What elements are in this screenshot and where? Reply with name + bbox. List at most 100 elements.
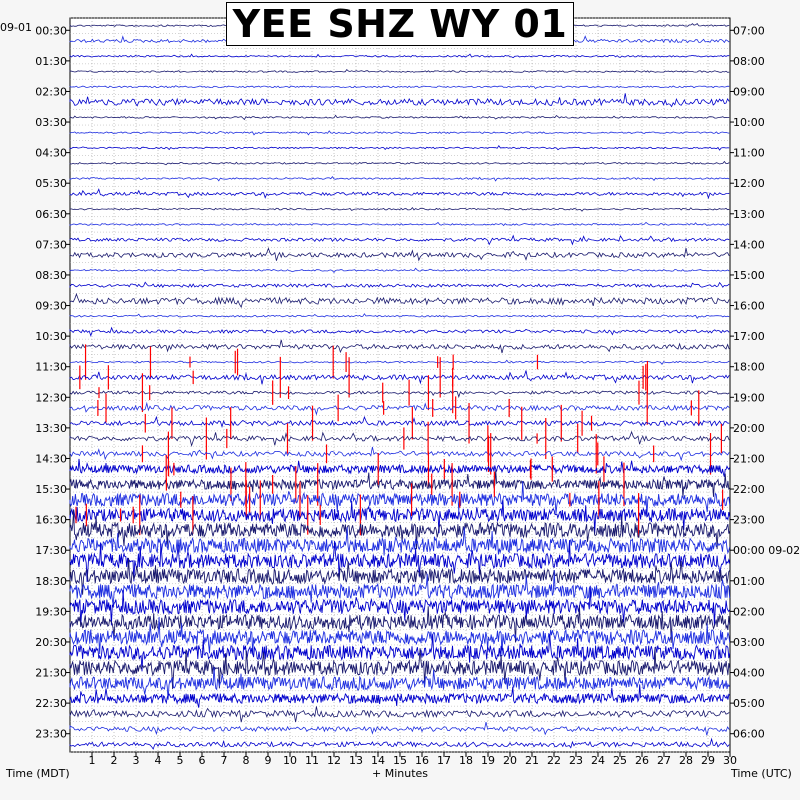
right-time-label: 20:00 bbox=[733, 422, 765, 435]
trace-line bbox=[69, 605, 731, 643]
trace-line bbox=[69, 634, 731, 672]
trace-line bbox=[69, 415, 730, 428]
grid bbox=[70, 17, 730, 753]
left-time-axis: 00:30 01:30 02:30 03:30 04:30 05:30 06:30 07:30… bbox=[35, 24, 70, 741]
left-time-label: 21:30 bbox=[35, 667, 67, 680]
trace-line bbox=[69, 458, 731, 477]
x-axis: 1 2 3 4 5 6 7 8 9 10 11 12 13 14 15 16 17 18 19 20 21 22 23 24 2… bbox=[89, 752, 737, 767]
trace-line bbox=[69, 339, 730, 354]
right-time-label: 14:00 bbox=[733, 238, 765, 251]
right-time-label: 22:00 bbox=[733, 483, 765, 496]
trace-line bbox=[69, 53, 730, 59]
left-time-label: 18:30 bbox=[35, 575, 67, 588]
trace-line bbox=[69, 160, 730, 166]
trace-line bbox=[69, 85, 730, 90]
x-tick-label: 10 bbox=[283, 754, 297, 767]
trace-line bbox=[69, 188, 730, 200]
left-time-label: 16:30 bbox=[35, 514, 67, 527]
trace-line bbox=[69, 570, 731, 606]
x-tick-label: 5 bbox=[177, 754, 184, 767]
trace-line bbox=[69, 585, 731, 626]
trace-line bbox=[69, 401, 730, 416]
x-tick-label: 23 bbox=[569, 754, 583, 767]
trace-line bbox=[69, 527, 731, 556]
x-tick-label: 14 bbox=[371, 754, 385, 767]
trace-line bbox=[69, 540, 731, 583]
trace-line bbox=[69, 500, 731, 534]
trace-line bbox=[69, 313, 730, 319]
left-time-label: 05:30 bbox=[35, 177, 67, 190]
x-tick-label: 2 bbox=[111, 754, 118, 767]
right-time-label: 05:00 bbox=[733, 697, 765, 710]
seismic-traces bbox=[69, 23, 731, 750]
left-time-label: 09:30 bbox=[35, 300, 67, 313]
x-tick-label: 11 bbox=[305, 754, 319, 767]
trace-line bbox=[69, 722, 730, 736]
trace-line bbox=[69, 176, 730, 182]
right-time-label: 02:00 bbox=[733, 605, 765, 618]
x-tick-label: 12 bbox=[327, 754, 341, 767]
left-time-label: 12:30 bbox=[35, 391, 67, 404]
right-time-label: 08:00 bbox=[733, 55, 765, 68]
x-tick-label: 19 bbox=[481, 754, 495, 767]
left-time-label: 13:30 bbox=[35, 422, 67, 435]
trace-line bbox=[69, 430, 730, 448]
x-tick-label: 17 bbox=[437, 754, 451, 767]
right-time-label: 11:00 bbox=[733, 147, 765, 160]
left-time-label: 20:30 bbox=[35, 636, 67, 649]
trace-line bbox=[69, 114, 730, 121]
trace-line bbox=[69, 130, 730, 136]
left-time-label: 08:30 bbox=[35, 269, 67, 282]
left-time-label: 15:30 bbox=[35, 483, 67, 496]
x-tick-label: 9 bbox=[265, 754, 272, 767]
left-time-label: 00:30 bbox=[35, 24, 67, 37]
right-time-label: 07:00 bbox=[733, 24, 765, 37]
right-time-label: 16:00 bbox=[733, 300, 765, 313]
x-axis-label: + Minutes bbox=[372, 767, 429, 780]
x-tick-label: 21 bbox=[525, 754, 539, 767]
trace-line bbox=[69, 706, 730, 723]
trace-line bbox=[69, 684, 731, 708]
right-time-label: 13:00 bbox=[733, 208, 765, 221]
right-time-label: 17:00 bbox=[733, 330, 765, 343]
left-axis-label: Time (MDT) bbox=[6, 767, 70, 780]
right-time-label: 23:00 bbox=[733, 514, 765, 527]
trace-line bbox=[69, 326, 730, 337]
right-time-label: 00:00 09-02 bbox=[733, 544, 800, 557]
x-tick-label: 26 bbox=[635, 754, 649, 767]
x-tick-label: 7 bbox=[221, 754, 228, 767]
trace-line bbox=[69, 144, 730, 151]
left-time-label: 22:30 bbox=[35, 697, 67, 710]
left-time-label: 23:30 bbox=[35, 728, 67, 741]
x-tick-label: 4 bbox=[155, 754, 162, 767]
left-time-label: 10:30 bbox=[35, 330, 67, 343]
x-tick-label: 8 bbox=[243, 754, 250, 767]
x-tick-label: 22 bbox=[547, 754, 561, 767]
left-time-label: 07:30 bbox=[35, 238, 67, 251]
x-tick-label: 29 bbox=[701, 754, 715, 767]
x-tick-label: 20 bbox=[503, 754, 517, 767]
trace-line bbox=[69, 234, 730, 246]
trace-line bbox=[69, 293, 730, 309]
trace-line bbox=[69, 221, 730, 227]
left-time-label: 19:30 bbox=[35, 605, 67, 618]
x-tick-label: 18 bbox=[459, 754, 473, 767]
trace-line bbox=[69, 281, 730, 288]
left-time-label: 01:30 bbox=[35, 55, 67, 68]
trace-line bbox=[69, 737, 730, 750]
x-tick-label: 24 bbox=[591, 754, 605, 767]
left-time-label: 06:30 bbox=[35, 208, 67, 221]
trace-line bbox=[69, 267, 730, 274]
trace-line bbox=[69, 470, 730, 498]
x-tick-label: 1 bbox=[89, 754, 96, 767]
right-time-axis: 07:00 08:00 09:00 10:00 11:00 12:00 13:00 14:00… bbox=[730, 24, 800, 741]
right-axis-label: Time (UTC) bbox=[731, 767, 792, 780]
left-time-label: 14:30 bbox=[35, 452, 67, 465]
chart-title: YEE SHZ WY 01 bbox=[226, 2, 574, 46]
x-tick-label: 25 bbox=[613, 754, 627, 767]
trace-line bbox=[69, 93, 730, 108]
left-time-label: 02:30 bbox=[35, 85, 67, 98]
trace-line bbox=[69, 666, 731, 700]
trace-line bbox=[69, 370, 730, 385]
